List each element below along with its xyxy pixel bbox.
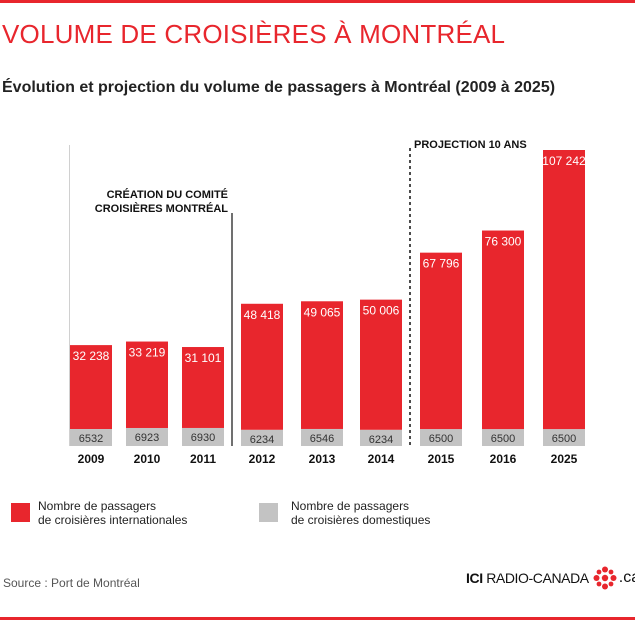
x-tick-label-2015: 2015: [428, 452, 455, 466]
data-label-international-2012: 48 418: [244, 308, 281, 322]
bar-domestic-2015: [420, 429, 462, 446]
annotation-projection: PROJECTION 10 ANS: [414, 139, 527, 151]
bar-domestic-2013: [301, 428, 343, 446]
data-label-domestic-2025: 6500: [552, 433, 576, 445]
x-tick-label-2011: 2011: [190, 452, 216, 466]
top-rule: [0, 0, 635, 3]
x-tick-label-2010: 2010: [134, 452, 161, 466]
legend-label-domestic: Nombre de passagers de croisières domest…: [291, 499, 431, 527]
logo-wordmark: ICI RADIO-CANADA: [466, 570, 589, 586]
bar-international-2014: [360, 299, 402, 430]
legend-label-international: Nombre de passagers de croisières intern…: [38, 499, 188, 527]
bar-international-2016: [482, 230, 524, 430]
stacked-bar-chart: 32 238 6532 2009 33 219 6923 2010 31 101 6930 20…: [69, 139, 586, 466]
data-label-international-2016: 76 300: [485, 235, 522, 249]
source-note: Source : Port de Montréal: [3, 576, 140, 590]
logo-suffix: .ca: [618, 569, 635, 586]
data-label-international-2025: 107 242: [542, 154, 586, 168]
bar-domestic-2016: [482, 429, 524, 446]
data-label-international-2013: 49 065: [304, 305, 341, 319]
bar-domestic-2025: [543, 429, 585, 446]
data-label-domestic-2014: 6234: [369, 434, 393, 446]
bar-international-2011: [182, 347, 224, 428]
bottom-rule: [0, 617, 635, 620]
radio-canada-logo[interactable]: ICI RADIO-CANADA .ca: [466, 566, 635, 590]
data-label-domestic-2010: 6923: [135, 432, 159, 444]
radio-canada-gem-icon: [593, 566, 617, 590]
bar-domestic-2014: [360, 429, 402, 446]
annotation-comite-line-1: CRÉATION DU COMITÉ: [107, 188, 228, 201]
bar-domestic-2012: [241, 429, 283, 446]
data-label-domestic-2012: 6234: [250, 434, 274, 446]
data-label-domestic-2011: 6930: [191, 432, 215, 444]
legend-swatch-international: [11, 503, 30, 522]
bar-international-2012: [241, 303, 283, 430]
x-tick-label-2012: 2012: [249, 452, 276, 466]
bar-international-2015: [420, 252, 462, 430]
x-tick-label-2009: 2009: [78, 452, 105, 466]
data-label-international-2009: 32 238: [73, 349, 110, 363]
bar-domestic-2009: [70, 429, 112, 446]
data-label-international-2015: 67 796: [423, 257, 460, 271]
bar-domestic-2010: [126, 427, 168, 446]
data-label-domestic-2015: 6500: [429, 433, 453, 445]
chart-headline: VOLUME DE CROISIÈRES À MONTRÉAL: [2, 19, 506, 49]
legend-swatch-domestic: [259, 503, 278, 522]
x-tick-label-2016: 2016: [490, 452, 517, 466]
data-label-domestic-2009: 6532: [79, 433, 103, 445]
annotation-comite-line-2: CROISIÈRES MONTRÉAL: [95, 202, 229, 215]
x-tick-label-2025: 2025: [551, 452, 578, 466]
x-tick-label-2014: 2014: [368, 452, 395, 466]
bar-international-2009: [70, 345, 112, 430]
data-label-international-2011: 31 101: [185, 351, 222, 365]
data-label-international-2014: 50 006: [363, 304, 400, 318]
bar-international-2013: [301, 301, 343, 429]
data-label-domestic-2013: 6546: [310, 433, 334, 445]
bar-international-2025: [543, 150, 585, 430]
x-tick-label-2013: 2013: [309, 452, 336, 466]
bar-domestic-2011: [182, 427, 224, 446]
bar-international-2010: [126, 341, 168, 428]
chart-subtitle: Évolution et projection du volume de pas…: [2, 79, 556, 96]
data-label-domestic-2016: 6500: [491, 433, 515, 445]
data-label-international-2010: 33 219: [129, 346, 166, 360]
